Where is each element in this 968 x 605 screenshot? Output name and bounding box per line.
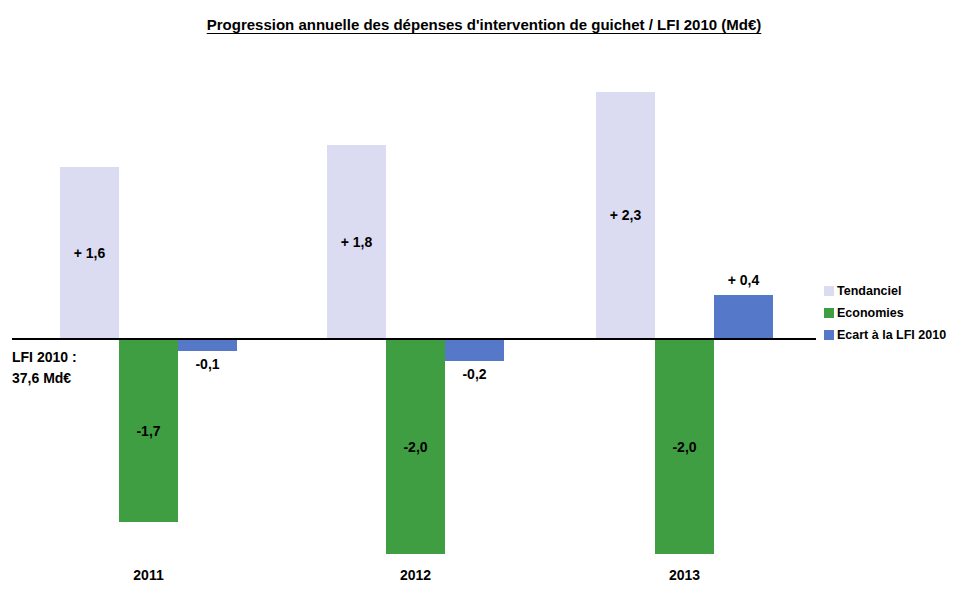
legend-swatch-economies [824, 308, 834, 318]
bar-ecart-la-lfi-2010-2011 [178, 340, 237, 351]
bar-value-label-tendanciel-2012: + 1,8 [327, 145, 386, 338]
legend: Tendanciel Economies Ecart à la LFI 2010 [824, 283, 946, 349]
bar-value-label-tendanciel-2013: + 2,3 [596, 92, 655, 338]
bar-value-label-tendanciel-2011: + 1,6 [60, 167, 119, 338]
legend-label-ecart-la-lfi-2010: Ecart à la LFI 2010 [837, 328, 946, 342]
category-label-2013: 2013 [645, 567, 725, 583]
category-label-2012: 2012 [376, 567, 456, 583]
bar-ecart-la-lfi-2010-2013 [714, 295, 773, 338]
category-label-2011: 2011 [109, 567, 189, 583]
lfi-2010-annotation: LFI 2010 : 37,6 Md€ [12, 347, 77, 389]
legend-item-ecart-la-lfi-2010: Ecart à la LFI 2010 [824, 327, 946, 343]
legend-label-economies: Economies [837, 306, 904, 320]
legend-swatch-ecart-la-lfi-2010 [824, 330, 834, 340]
chart-page: Progression annuelle des dépenses d'inte… [0, 0, 968, 605]
legend-item-economies: Economies [824, 305, 946, 321]
bar-ecart-la-lfi-2010-2012 [445, 340, 504, 361]
bar-value-label-ecart-la-lfi-2010-2012: -0,2 [425, 366, 524, 382]
legend-label-tendanciel: Tendanciel [837, 284, 901, 298]
legend-swatch-tendanciel [824, 286, 834, 296]
bar-value-label-ecart-la-lfi-2010-2011: -0,1 [158, 356, 257, 372]
lfi-annotation-line2: 37,6 Md€ [12, 368, 77, 389]
bar-value-label-economies-2013: -2,0 [655, 340, 714, 554]
lfi-annotation-line1: LFI 2010 : [12, 347, 77, 368]
bar-value-label-ecart-la-lfi-2010-2013: + 0,4 [694, 272, 793, 288]
legend-item-tendanciel: Tendanciel [824, 283, 946, 299]
chart-title: Progression annuelle des dépenses d'inte… [0, 16, 968, 33]
